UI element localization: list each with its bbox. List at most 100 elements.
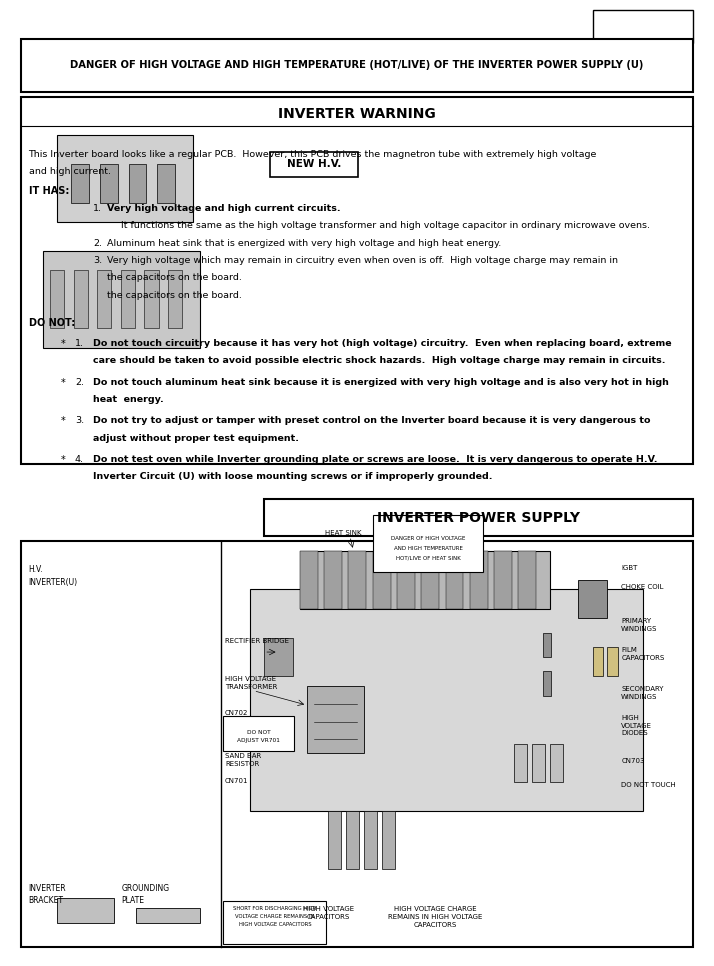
Text: the capacitors on the board.: the capacitors on the board. xyxy=(107,273,242,282)
Bar xyxy=(100,164,118,203)
Bar xyxy=(514,744,527,782)
Text: Aluminum heat sink that is energized with very high voltage and high heat energy: Aluminum heat sink that is energized wit… xyxy=(107,239,501,247)
Bar xyxy=(43,251,200,348)
Text: CN702: CN702 xyxy=(225,710,248,716)
Text: INVERTER: INVERTER xyxy=(29,884,66,893)
Text: WINDINGS: WINDINGS xyxy=(621,694,658,699)
Text: Very high voltage which may remain in circuitry even when oven is off.  High vol: Very high voltage which may remain in ci… xyxy=(107,256,618,265)
Bar xyxy=(346,811,359,869)
Text: SECONDARY: SECONDARY xyxy=(621,686,664,692)
Text: RESISTOR: RESISTOR xyxy=(225,761,259,767)
Text: DO NOT:: DO NOT: xyxy=(29,318,75,327)
Text: DANGER OF HIGH VOLTAGE AND HIGH TEMPERATURE (HOT/LIVE) OF THE INVERTER POWER SUP: DANGER OF HIGH VOLTAGE AND HIGH TEMPERAT… xyxy=(70,60,644,71)
Text: HEAT SINK: HEAT SINK xyxy=(325,530,361,536)
FancyBboxPatch shape xyxy=(21,541,693,947)
Bar xyxy=(607,647,618,676)
Bar xyxy=(593,647,603,676)
Text: Do not test oven while Inverter grounding plate or screws are loose.  It is very: Do not test oven while Inverter groundin… xyxy=(93,455,658,464)
Text: *: * xyxy=(61,455,66,465)
Text: HIGH VOLTAGE CAPACITORS: HIGH VOLTAGE CAPACITORS xyxy=(238,922,311,926)
Text: AND HIGH TEMPERATURE: AND HIGH TEMPERATURE xyxy=(394,546,463,551)
FancyBboxPatch shape xyxy=(223,901,326,944)
Bar xyxy=(74,270,88,328)
Bar xyxy=(129,164,146,203)
Text: BRACKET: BRACKET xyxy=(29,896,64,905)
Text: PRIMARY: PRIMARY xyxy=(621,618,651,624)
Text: VOLTAGE CHARGE REMAINS IN: VOLTAGE CHARGE REMAINS IN xyxy=(236,914,314,919)
Text: HIGH VOLTAGE: HIGH VOLTAGE xyxy=(303,906,354,912)
Bar xyxy=(494,551,512,609)
Bar xyxy=(543,671,551,696)
Text: DIODES: DIODES xyxy=(621,730,648,736)
Text: *: * xyxy=(61,378,66,387)
Bar xyxy=(470,551,488,609)
Text: 1.: 1. xyxy=(93,204,102,213)
Bar xyxy=(121,270,135,328)
Text: CAPACITORS: CAPACITORS xyxy=(307,914,350,920)
Text: 1.: 1. xyxy=(75,339,84,348)
Text: CN703: CN703 xyxy=(621,758,645,764)
Text: HIGH: HIGH xyxy=(621,715,639,721)
Text: the capacitors on the board.: the capacitors on the board. xyxy=(107,291,242,299)
Bar xyxy=(157,164,175,203)
Text: 3.: 3. xyxy=(75,416,84,425)
Text: HOT/LIVE OF HEAT SINK: HOT/LIVE OF HEAT SINK xyxy=(396,555,461,560)
Bar xyxy=(50,270,64,328)
FancyBboxPatch shape xyxy=(373,515,483,572)
Text: DO NOT: DO NOT xyxy=(246,730,271,735)
Bar xyxy=(57,135,193,222)
Text: DANGER OF HIGH VOLTAGE: DANGER OF HIGH VOLTAGE xyxy=(391,536,466,541)
Bar xyxy=(97,270,111,328)
Bar xyxy=(300,551,550,609)
Bar xyxy=(57,898,114,923)
Text: REMAINS IN HIGH VOLTAGE: REMAINS IN HIGH VOLTAGE xyxy=(388,914,483,920)
Bar xyxy=(532,744,545,782)
Bar xyxy=(397,551,415,609)
Text: INVERTER POWER SUPPLY: INVERTER POWER SUPPLY xyxy=(377,511,580,525)
Text: *: * xyxy=(61,339,66,349)
FancyBboxPatch shape xyxy=(21,97,693,464)
Text: This Inverter board looks like a regular PCB.  However, this PCB drives the magn: This Inverter board looks like a regular… xyxy=(29,150,597,158)
Text: Do not try to adjust or tamper with preset control on the Inverter board because: Do not try to adjust or tamper with pres… xyxy=(93,416,650,425)
Bar xyxy=(446,551,463,609)
Text: INVERTER(U): INVERTER(U) xyxy=(29,578,78,586)
Bar xyxy=(543,633,551,657)
Text: Inverter Circuit (U) with loose mounting screws or if improperly grounded.: Inverter Circuit (U) with loose mounting… xyxy=(93,472,493,481)
Text: CAPACITORS: CAPACITORS xyxy=(621,655,665,661)
FancyBboxPatch shape xyxy=(593,10,693,43)
Text: INVERTER WARNING: INVERTER WARNING xyxy=(278,107,436,121)
Bar xyxy=(518,551,536,609)
Bar xyxy=(136,908,200,923)
Text: heat  energy.: heat energy. xyxy=(93,395,164,404)
Text: 2.: 2. xyxy=(93,239,102,247)
Bar xyxy=(421,551,439,609)
Bar xyxy=(550,744,563,782)
Text: adjust without proper test equipment.: adjust without proper test equipment. xyxy=(93,434,299,442)
Text: Do not touch circuitry because it has very hot (high voltage) circuitry.  Even w: Do not touch circuitry because it has ve… xyxy=(93,339,671,348)
Text: It functions the same as the high voltage transformer and high voltage capacitor: It functions the same as the high voltag… xyxy=(121,221,650,230)
Bar xyxy=(71,164,89,203)
Text: 2.: 2. xyxy=(75,378,84,386)
Bar xyxy=(328,811,341,869)
Text: HIGH VOLTAGE CHARGE: HIGH VOLTAGE CHARGE xyxy=(394,906,477,912)
Bar xyxy=(382,811,395,869)
Text: FILM: FILM xyxy=(621,647,637,653)
FancyBboxPatch shape xyxy=(223,716,294,751)
Text: SAND BAR: SAND BAR xyxy=(225,753,261,759)
Bar xyxy=(264,638,293,676)
Text: Do not touch aluminum heat sink because it is energized with very high voltage a: Do not touch aluminum heat sink because … xyxy=(93,378,669,386)
Bar xyxy=(348,551,366,609)
Text: RECTIFIER BRIDGE: RECTIFIER BRIDGE xyxy=(225,638,289,643)
Text: GROUNDING: GROUNDING xyxy=(121,884,169,893)
Text: ADJUST VR701: ADJUST VR701 xyxy=(237,738,280,743)
Text: HIGH VOLTAGE: HIGH VOLTAGE xyxy=(225,676,276,682)
Text: IGBT: IGBT xyxy=(621,565,638,571)
Text: WINDINGS: WINDINGS xyxy=(621,626,658,632)
Text: CAPACITORS: CAPACITORS xyxy=(414,922,457,927)
Text: *: * xyxy=(61,416,66,426)
Bar xyxy=(373,551,391,609)
Text: and high current.: and high current. xyxy=(29,167,111,176)
Text: CHOKE COIL: CHOKE COIL xyxy=(621,584,664,590)
Bar xyxy=(364,811,377,869)
Text: DO NOT TOUCH: DO NOT TOUCH xyxy=(621,782,676,788)
